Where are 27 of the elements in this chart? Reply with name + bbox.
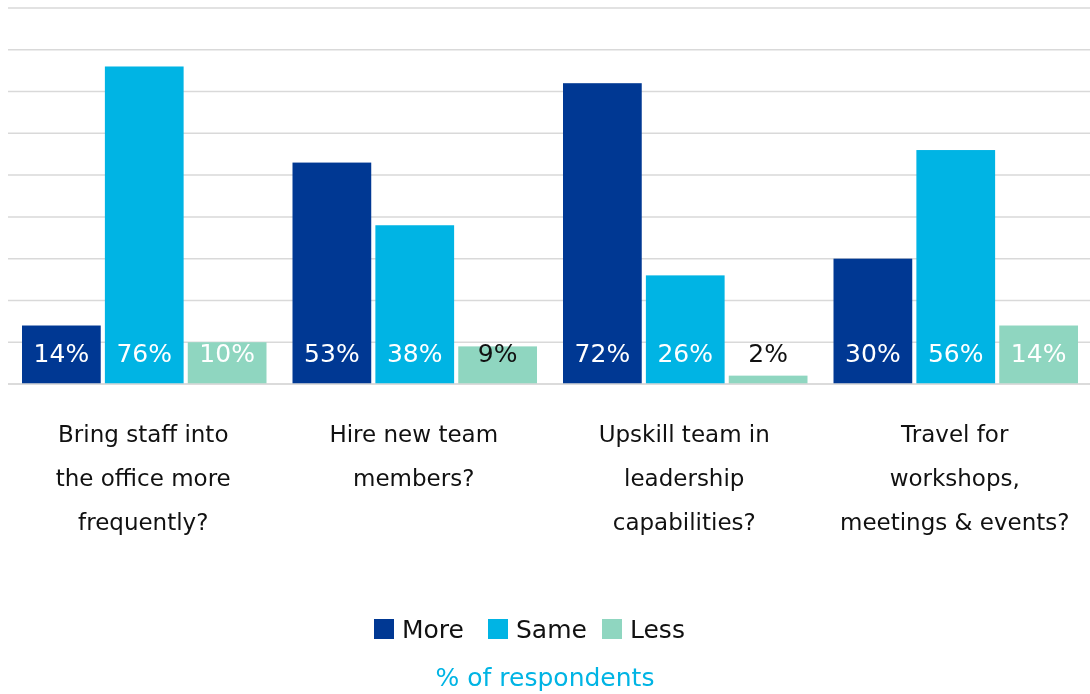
legend-label: Same — [516, 615, 587, 644]
bar — [375, 225, 455, 384]
bar — [292, 162, 372, 384]
data-label: 26% — [657, 339, 714, 368]
text: % of respondents — [435, 663, 655, 692]
bar — [916, 150, 996, 384]
legend-label: More — [402, 615, 464, 644]
data-label: 76% — [116, 339, 173, 368]
bar — [104, 66, 184, 384]
bar — [563, 83, 642, 384]
data-label: 10% — [199, 339, 255, 368]
data-label: 56% — [927, 339, 984, 368]
data-label: 30% — [845, 339, 901, 368]
bar — [833, 258, 913, 384]
data-label: 9% — [477, 339, 518, 368]
legend-label: Less — [630, 615, 685, 644]
x-tick-label: Hire new team members? — [329, 421, 499, 491]
data-label: 14% — [1010, 339, 1067, 368]
data-label: 38% — [386, 339, 443, 368]
bar — [645, 275, 725, 384]
data-label: 2% — [748, 338, 788, 368]
data-label: 53% — [304, 339, 360, 368]
x-tick-label: Bring staff into the office more frequently? — [55, 421, 231, 535]
data-label: 14% — [33, 339, 90, 368]
data-label: 72% — [574, 339, 631, 368]
x-tick-label: Upskill team in leadership capabilities? — [598, 421, 770, 535]
x-tick-label: Travel for workshops, meetings & events? — [839, 421, 1070, 535]
